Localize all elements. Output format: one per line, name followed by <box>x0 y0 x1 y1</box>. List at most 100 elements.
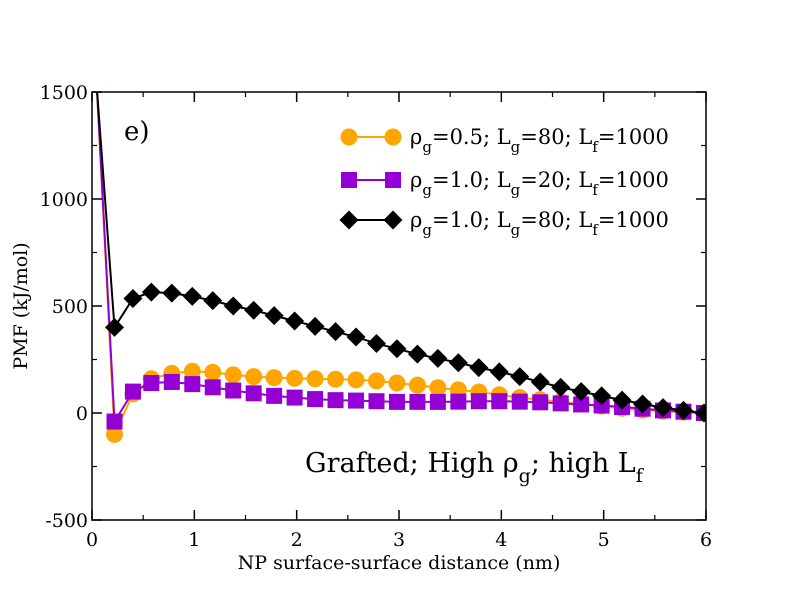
legend-label-part: =20; L <box>520 168 592 192</box>
x-tick-label: 2 <box>291 529 303 551</box>
annotation-middle: ; high L <box>531 448 636 479</box>
legend-entry: ρg=0.5; Lg=80; Lf=1000 <box>340 125 669 156</box>
y-tick-label: 500 <box>52 296 88 318</box>
annotation-prefix: Grafted; High <box>305 448 503 479</box>
y-tick-label: 0 <box>76 403 88 425</box>
data-point <box>223 296 243 316</box>
legend-label-part: ρ <box>410 125 422 149</box>
annotation-rho: ρ <box>503 448 519 479</box>
legend-label-part: g <box>511 138 521 156</box>
legend-label: ρg=1.0; Lg=80; Lf=1000 <box>410 208 669 239</box>
legend-label-part: =1.0; L <box>432 208 511 232</box>
data-point <box>510 367 530 387</box>
data-point <box>530 372 550 392</box>
series-layer <box>96 92 706 443</box>
x-tick-label: 5 <box>598 529 610 551</box>
data-point <box>612 390 632 410</box>
data-point <box>429 379 447 397</box>
data-point <box>286 369 304 387</box>
data-point <box>407 344 427 364</box>
data-point <box>592 386 612 406</box>
data-point <box>673 400 693 420</box>
data-point <box>388 393 405 410</box>
data-point <box>429 393 446 410</box>
data-point <box>224 366 242 384</box>
legend-label-part: =80; L <box>520 125 592 149</box>
legend-entry: ρg=1.0; Lg=20; Lf=1000 <box>341 168 669 199</box>
legend-label-part: g <box>422 181 432 199</box>
x-tick-label: 6 <box>700 529 712 551</box>
data-point <box>106 425 124 443</box>
x-axis-title: NP surface-surface distance (nm) <box>238 552 561 574</box>
data-point <box>408 376 426 394</box>
data-point <box>573 396 590 413</box>
legend-label-part: g <box>511 221 521 239</box>
x-tick-label: 3 <box>393 529 405 551</box>
series-diamond <box>96 92 706 423</box>
data-point <box>162 283 182 303</box>
x-tick-label: 4 <box>495 529 507 551</box>
data-point <box>469 358 489 378</box>
legend-label-part: f <box>592 221 599 239</box>
data-point <box>163 373 180 390</box>
legend-label-part: f <box>592 181 599 199</box>
data-point <box>428 348 448 368</box>
annotation-l-sub: f <box>636 465 645 487</box>
data-point <box>327 392 344 409</box>
x-axis: 0 1 2 3 4 5 6 <box>86 92 712 551</box>
data-point <box>245 368 263 386</box>
y-axis: -500 0 500 1000 1500 <box>40 82 706 532</box>
data-point <box>204 379 221 396</box>
data-point <box>305 316 325 336</box>
data-point <box>593 397 610 414</box>
annotation-text: Grafted; High ρg; high Lf <box>305 448 645 487</box>
data-point <box>489 362 509 382</box>
data-point <box>346 327 366 347</box>
data-point <box>448 353 468 373</box>
data-point <box>264 306 284 326</box>
legend-label-part: ρ <box>410 208 422 232</box>
data-point <box>387 339 407 359</box>
data-point <box>106 413 123 430</box>
legend-label-part: g <box>422 138 432 156</box>
y-tick-label: 1500 <box>40 82 88 104</box>
data-point <box>327 370 345 388</box>
data-point <box>183 362 201 380</box>
data-point <box>182 286 202 306</box>
data-point <box>653 398 673 418</box>
data-point <box>266 387 283 404</box>
legend-label-part: =1000 <box>598 125 669 149</box>
data-point <box>409 393 426 410</box>
data-point <box>388 374 406 392</box>
data-point <box>551 377 571 397</box>
y-tick-label: 1000 <box>40 189 88 211</box>
x-tick-label: 0 <box>86 529 98 551</box>
legend-label-part: =80; L <box>520 208 592 232</box>
data-point <box>123 289 143 309</box>
legend-label-part: =1000 <box>598 208 669 232</box>
data-point <box>348 392 365 409</box>
data-point <box>307 391 324 408</box>
x-tick-label: 1 <box>188 529 200 551</box>
legend-marker <box>383 210 403 230</box>
data-point <box>203 291 223 311</box>
legend-marker <box>339 210 359 230</box>
data-point <box>366 333 386 353</box>
legend-label-part: ρ <box>410 168 422 192</box>
data-point <box>491 393 508 410</box>
data-point <box>286 389 303 406</box>
data-point <box>124 383 141 400</box>
data-point <box>367 372 385 390</box>
legend-label-part: g <box>422 221 432 239</box>
y-axis-title: PMF (kJ/mol) <box>10 242 32 369</box>
data-point <box>511 393 528 410</box>
legend-marker <box>341 172 357 188</box>
data-point <box>306 370 324 388</box>
data-point <box>244 300 264 320</box>
data-point <box>368 393 385 410</box>
data-point <box>571 382 591 402</box>
data-point <box>141 282 161 302</box>
legend-marker <box>385 172 401 188</box>
data-point <box>143 375 160 392</box>
